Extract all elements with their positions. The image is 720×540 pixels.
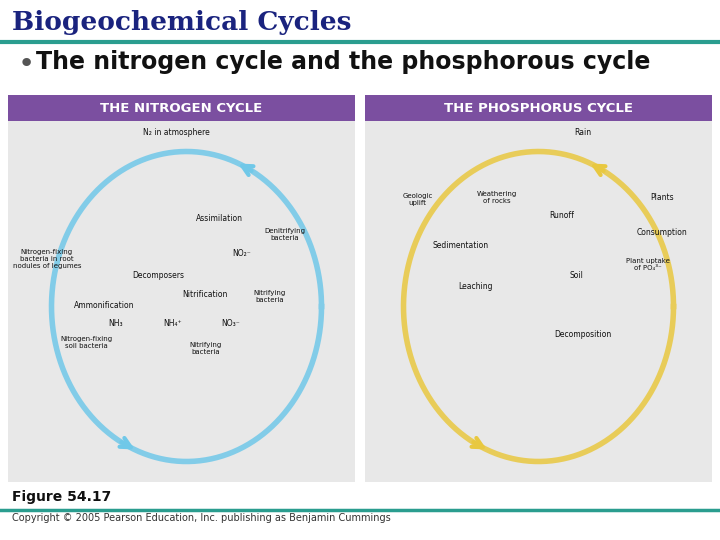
FancyBboxPatch shape [365, 95, 712, 121]
Text: NH₃: NH₃ [108, 320, 122, 328]
FancyBboxPatch shape [365, 121, 712, 482]
Text: Geologic
uplift: Geologic uplift [402, 193, 433, 206]
Text: NO₂⁻: NO₂⁻ [232, 249, 251, 258]
Text: Rain: Rain [575, 128, 592, 137]
Text: Consumption: Consumption [637, 228, 688, 237]
Text: Nitrogen-fixing
bacteria in root
nodules of legumes: Nitrogen-fixing bacteria in root nodules… [12, 249, 81, 269]
Text: Weathering
of rocks: Weathering of rocks [477, 191, 517, 204]
Text: Sedimentation: Sedimentation [433, 241, 489, 250]
Text: NO₃⁻: NO₃⁻ [221, 320, 240, 328]
FancyBboxPatch shape [8, 95, 355, 121]
Text: THE NITROGEN CYCLE: THE NITROGEN CYCLE [100, 102, 263, 114]
Text: Ammonification: Ammonification [74, 301, 135, 309]
FancyBboxPatch shape [8, 121, 355, 482]
Text: Plant uptake
of PO₄³⁻: Plant uptake of PO₄³⁻ [626, 258, 670, 271]
Text: Assimilation: Assimilation [196, 214, 243, 223]
Text: Leaching: Leaching [458, 282, 492, 291]
Text: Figure 54.17: Figure 54.17 [12, 490, 112, 504]
Text: THE PHOSPHORUS CYCLE: THE PHOSPHORUS CYCLE [444, 102, 633, 114]
Text: Decomposition: Decomposition [554, 330, 612, 339]
Text: The nitrogen cycle and the phosphorous cycle: The nitrogen cycle and the phosphorous c… [36, 50, 650, 74]
Text: Nitrogen-fixing
soil bacteria: Nitrogen-fixing soil bacteria [60, 336, 112, 349]
Text: Plants: Plants [651, 193, 674, 201]
Text: Nitrifying
bacteria: Nitrifying bacteria [254, 291, 286, 303]
Text: Biogeochemical Cycles: Biogeochemical Cycles [12, 10, 351, 35]
Text: Nitrifying
bacteria: Nitrifying bacteria [189, 342, 221, 355]
Text: Copyright © 2005 Pearson Education, Inc. publishing as Benjamin Cummings: Copyright © 2005 Pearson Education, Inc.… [12, 513, 391, 523]
Text: Soil: Soil [569, 271, 583, 280]
Text: Denitrifying
bacteria: Denitrifying bacteria [264, 228, 305, 241]
Text: •: • [18, 50, 35, 78]
Text: N₂ in atmosphere: N₂ in atmosphere [143, 128, 210, 137]
Text: Nitrification: Nitrification [182, 290, 228, 299]
Text: Decomposers: Decomposers [132, 271, 184, 280]
Text: NH₄⁺: NH₄⁺ [163, 320, 182, 328]
Text: Runoff: Runoff [549, 212, 574, 220]
